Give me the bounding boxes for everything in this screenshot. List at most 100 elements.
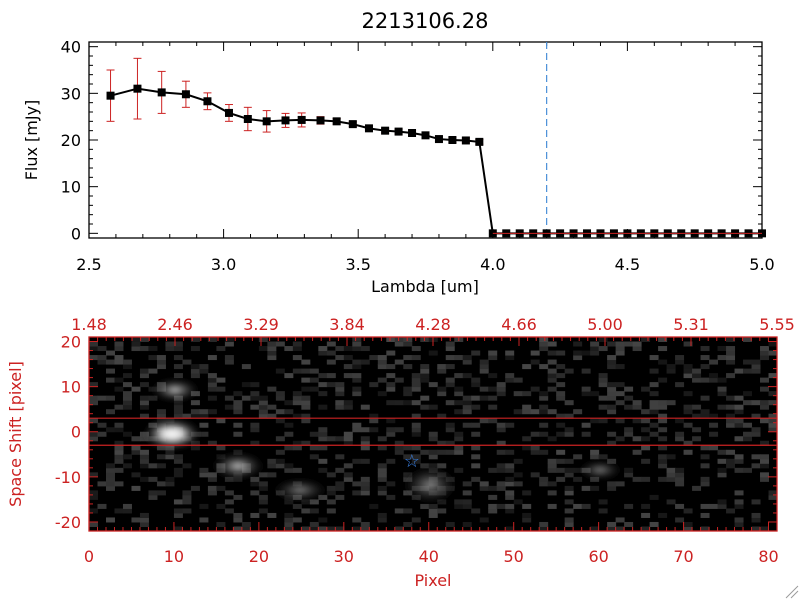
noise-pixel	[267, 386, 277, 392]
noise-pixel	[343, 355, 353, 361]
flux-data-point	[316, 116, 325, 125]
image-x-axis: 0 10 20 30 40 50 60 70 80	[84, 522, 779, 566]
image-y-axis: -20 -10 0 10 20	[55, 333, 777, 532]
noise-pixel	[318, 346, 328, 352]
resize-grip-icon[interactable]	[785, 585, 799, 599]
noise-pixel	[267, 458, 277, 464]
noise-pixel	[156, 364, 166, 370]
flux-data-point	[224, 108, 233, 117]
noise-pixel	[284, 499, 294, 505]
noise-pixel	[666, 499, 676, 505]
noise-pixel	[114, 445, 124, 451]
noise-pixel	[199, 503, 209, 509]
image-y-tick-label: 10	[61, 378, 81, 397]
noise-pixel	[564, 368, 574, 374]
noise-pixel	[658, 337, 668, 343]
noise-pixel	[377, 472, 387, 478]
noise-pixel	[233, 404, 243, 410]
noise-pixel	[598, 337, 608, 343]
noise-pixel	[717, 386, 727, 392]
noise-pixel	[488, 485, 498, 491]
noise-pixel	[139, 413, 149, 419]
noise-pixel	[666, 368, 676, 374]
noise-pixel	[216, 503, 226, 509]
noise-pixel	[182, 490, 192, 496]
noise-pixel	[275, 458, 285, 464]
flux-data-point	[332, 117, 341, 126]
noise-pixel	[428, 404, 438, 410]
noise-pixel	[522, 409, 532, 415]
noise-pixel	[190, 400, 200, 406]
noise-pixel	[199, 368, 209, 374]
noise-pixel	[641, 503, 651, 509]
noise-pixel	[182, 413, 192, 419]
noise-pixel	[301, 404, 311, 410]
noise-pixel	[352, 377, 362, 383]
noise-pixel	[539, 395, 549, 401]
noise-pixel	[709, 377, 719, 383]
noise-pixel	[182, 359, 192, 365]
noise-pixel	[105, 368, 115, 374]
noise-pixel	[377, 517, 387, 523]
spectrum-y-tick-label: 30	[61, 84, 81, 103]
noise-pixel	[292, 503, 302, 509]
noise-pixel	[564, 517, 574, 523]
noise-pixel	[479, 517, 489, 523]
noise-pixel	[488, 508, 498, 514]
image-y-tick-label: -10	[55, 468, 81, 487]
noise-pixel	[105, 517, 115, 523]
noise-pixel	[420, 503, 430, 509]
noise-pixel	[301, 359, 311, 365]
noise-pixel	[335, 467, 345, 473]
noise-pixel	[360, 359, 370, 365]
noise-pixel	[89, 418, 98, 424]
noise-pixel	[768, 400, 777, 406]
noise-pixel	[556, 391, 566, 397]
noise-pixel	[360, 458, 370, 464]
noise-pixel	[139, 454, 149, 460]
spectrum-y-tick-label: 0	[71, 224, 81, 243]
wavelength-tick-label: 2.46	[157, 315, 193, 334]
noise-pixel	[403, 400, 413, 406]
noise-pixel	[513, 391, 523, 397]
noise-pixel	[190, 368, 200, 374]
noise-pixel	[760, 476, 770, 482]
noise-pixel	[573, 454, 583, 460]
noise-pixel	[573, 341, 583, 347]
noise-pixel	[284, 409, 294, 415]
noise-pixel	[607, 386, 617, 392]
noise-pixel	[496, 382, 506, 388]
noise-pixel	[598, 404, 608, 410]
noise-pixel	[224, 359, 234, 365]
noise-pixel	[207, 485, 217, 491]
noise-pixel	[309, 368, 319, 374]
noise-pixel	[335, 400, 345, 406]
noise-pixel	[207, 386, 217, 392]
flux-data-point	[475, 137, 484, 146]
noise-pixel	[114, 341, 124, 347]
noise-pixel	[641, 337, 651, 343]
flux-data-point	[434, 135, 443, 144]
flux-data-point	[381, 126, 390, 135]
noise-pixel	[598, 499, 608, 505]
noise-pixel	[420, 449, 430, 455]
noise-pixel	[547, 368, 557, 374]
noise-pixel	[173, 373, 183, 379]
noise-pixel	[632, 400, 642, 406]
noise-pixel	[496, 467, 506, 473]
noise-pixel	[267, 341, 277, 347]
noise-pixel	[165, 454, 175, 460]
noise-pixel	[624, 467, 634, 473]
noise-pixel	[607, 382, 617, 388]
noise-pixel	[445, 341, 455, 347]
noise-pixel	[403, 341, 413, 347]
noise-pixel	[675, 503, 685, 509]
noise-pixel	[224, 404, 234, 410]
noise-pixel	[734, 517, 744, 523]
noise-pixel	[224, 499, 234, 505]
noise-pixel	[377, 476, 387, 482]
noise-pixel	[335, 346, 345, 352]
noise-pixel	[522, 445, 532, 451]
noise-pixel	[131, 436, 141, 442]
noise-pixel	[216, 386, 226, 392]
